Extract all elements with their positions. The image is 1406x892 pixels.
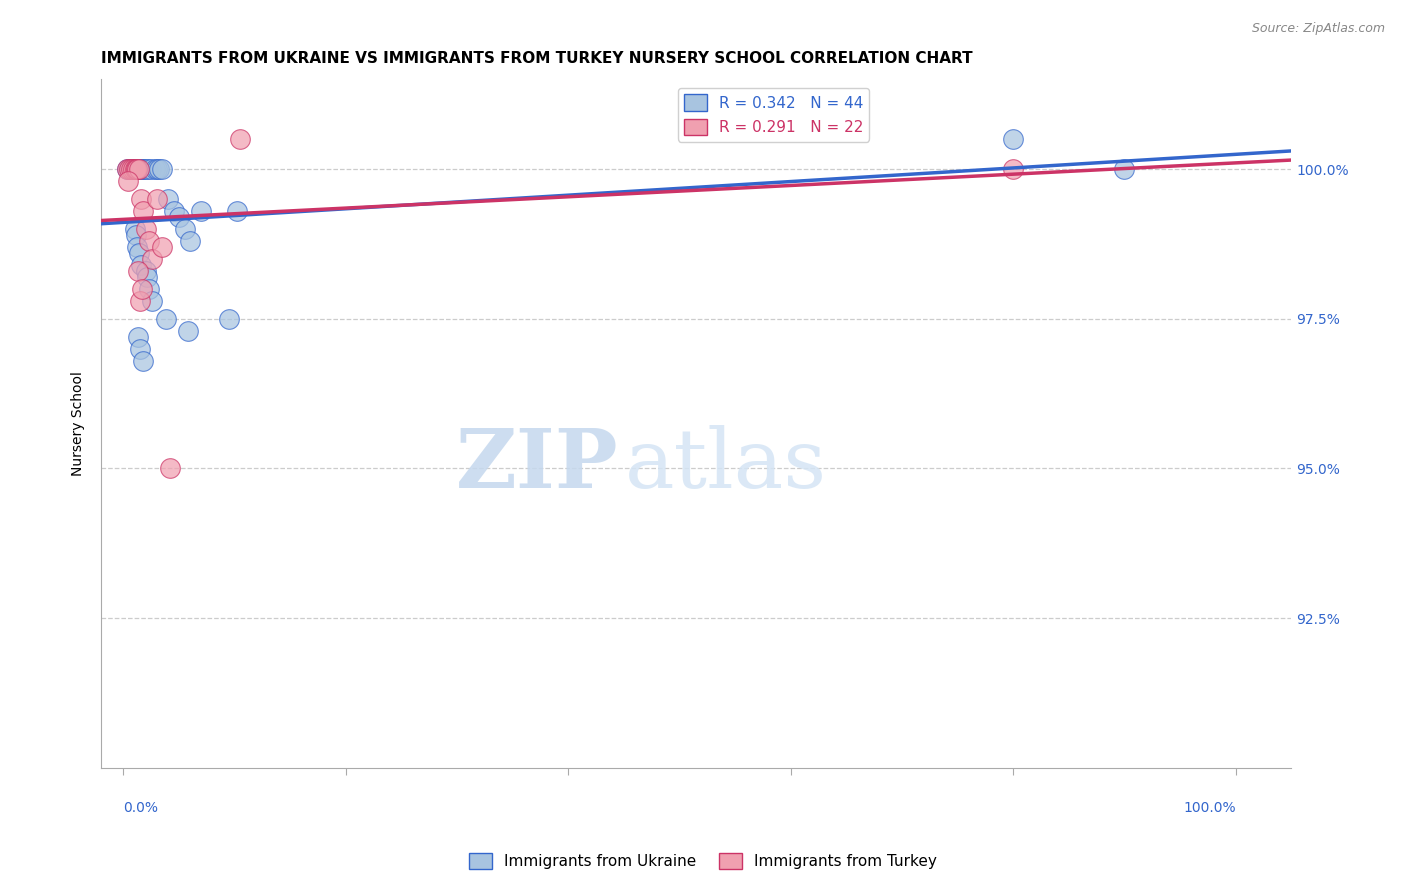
Text: 100.0%: 100.0% [1182,801,1236,814]
Point [125,162,148,177]
Point [129,258,152,272]
Point [121,162,143,177]
Point [132,204,155,219]
Point [167,210,190,224]
Legend: Immigrants from Ukraine, Immigrants from Turkey: Immigrants from Ukraine, Immigrants from… [463,847,943,875]
Point [120,162,142,177]
Point [129,192,152,206]
Point [118,162,141,177]
Text: atlas: atlas [624,425,827,505]
Point [120,162,142,177]
Point [141,162,163,177]
Point [124,162,146,177]
Point [115,162,138,177]
Point [117,174,139,188]
Point [131,282,153,296]
Point [177,324,200,338]
Point [128,246,150,260]
Point [127,330,149,344]
Point [125,240,148,254]
Point [225,204,247,219]
Point [125,162,148,177]
Point [129,342,152,356]
Point [143,162,166,177]
Point [132,353,155,368]
Point [146,192,169,206]
Y-axis label: Nursery School: Nursery School [72,371,86,476]
Point [128,162,150,177]
Point [124,162,146,177]
Point [131,162,153,177]
Point [115,162,138,177]
Point [141,252,163,266]
Text: Source: ZipAtlas.com: Source: ZipAtlas.com [1251,22,1385,36]
Text: ZIP: ZIP [457,425,619,505]
Point [155,311,177,326]
Point [129,162,152,177]
Point [132,162,155,177]
Point [229,132,252,146]
Legend: R = 0.342   N = 44, R = 0.291   N = 22: R = 0.342 N = 44, R = 0.291 N = 22 [678,88,869,142]
Point [135,222,157,236]
Point [138,234,160,248]
Point [124,222,146,236]
Point [127,162,149,177]
Point [138,282,160,296]
Point [150,162,173,177]
Point [135,264,157,278]
Point [162,204,184,219]
Point [190,204,212,219]
Point [1002,162,1025,177]
Point [118,162,141,177]
Point [136,162,159,177]
Point [179,234,201,248]
Point [135,269,157,284]
Point [125,162,148,177]
Point [156,192,179,206]
Point [122,162,145,177]
Text: IMMIGRANTS FROM UKRAINE VS IMMIGRANTS FROM TURKEY NURSERY SCHOOL CORRELATION CHA: IMMIGRANTS FROM UKRAINE VS IMMIGRANTS FR… [101,51,973,66]
Point [173,222,195,236]
Point [159,461,181,475]
Text: 0.0%: 0.0% [124,801,159,814]
Point [1002,132,1025,146]
Point [127,264,149,278]
Point [135,162,157,177]
Point [129,293,152,308]
Point [125,162,148,177]
Point [146,162,169,177]
Point [148,162,170,177]
Point [150,240,173,254]
Point [218,311,240,326]
Point [141,293,163,308]
Point [1114,162,1136,177]
Point [122,162,145,177]
Point [125,227,148,242]
Point [129,162,152,177]
